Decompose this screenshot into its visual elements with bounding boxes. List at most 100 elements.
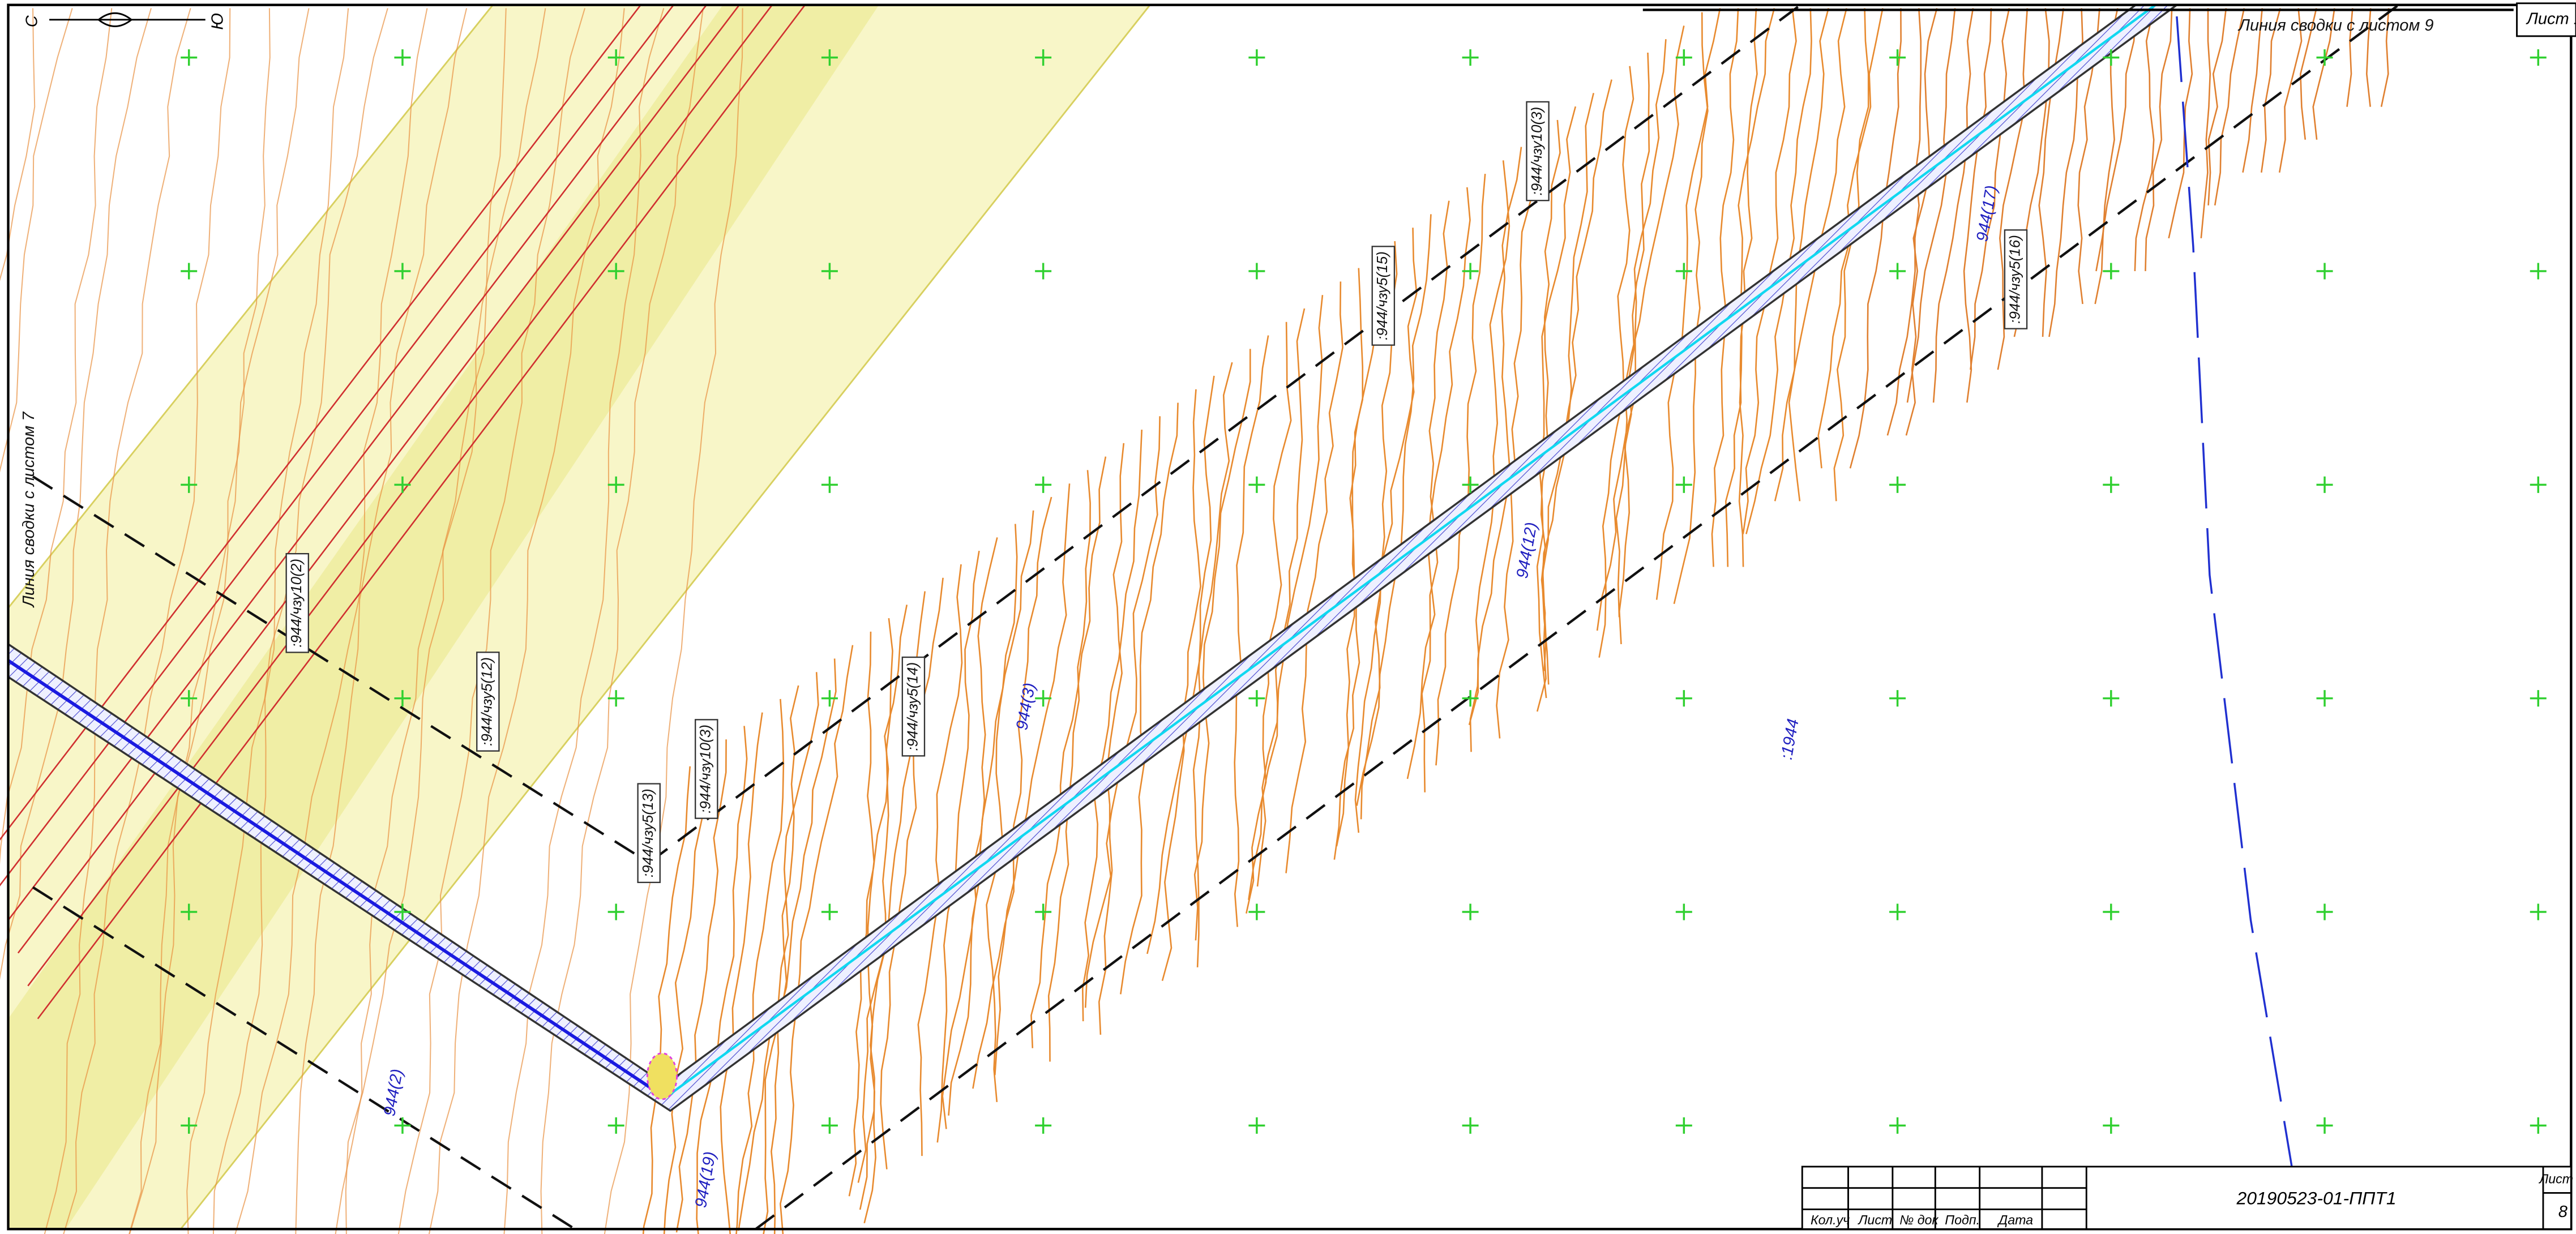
grid-cross: [821, 49, 838, 66]
contour: [720, 712, 763, 1234]
grid-cross: [2316, 690, 2333, 707]
parcel-label: :944/чзу10(3): [697, 725, 714, 813]
contour: [1246, 322, 1292, 914]
pipeline-axis: [664, 3, 2156, 1099]
grid-cross: [1248, 903, 1265, 920]
grid-cross: [181, 690, 198, 707]
grid-cross: [394, 690, 411, 707]
contour: [212, 8, 349, 1234]
contour: [936, 550, 980, 1143]
parcel-label-group: :944/чзу5(12): [476, 652, 500, 752]
contour: [1146, 362, 1233, 954]
column-header: Дата: [1997, 1212, 2033, 1227]
contour: [994, 483, 1071, 1076]
contour: [1192, 375, 1215, 967]
contour: [1360, 228, 1418, 820]
column-header: Кол.уч: [1811, 1212, 1850, 1227]
grid-cross: [394, 49, 411, 66]
match-line-label-group: Линия сводки с листом 7: [20, 411, 38, 608]
contour: [1098, 443, 1125, 1035]
contour: [735, 699, 785, 1234]
contour: [1234, 335, 1269, 927]
contour: [1655, 8, 1721, 600]
boundary-line: [648, 0, 1808, 864]
contour: [0, 8, 113, 865]
contour: [1963, 8, 1992, 403]
grid-cross: [1462, 903, 1479, 920]
contour: [675, 739, 727, 1233]
parcel-label-box: [695, 719, 718, 819]
grid-cross: [2316, 476, 2333, 493]
parcel-label-box: [285, 553, 309, 653]
grid-cross: [1035, 263, 1052, 280]
contour: [2145, 8, 2173, 271]
contour: [1256, 295, 1324, 887]
contour: [2366, 8, 2372, 107]
title-block-frame: [1801, 1166, 2572, 1230]
contour: [972, 496, 1052, 1089]
contour: [1081, 430, 1143, 1022]
parcel-label: :944/чзу5(13): [639, 789, 656, 877]
parcel-label-group: :944/чзу5(15): [1371, 246, 1396, 346]
grid-cross: [2103, 690, 2120, 707]
match-line-label-group: Линия сводки с листом 9: [2237, 16, 2433, 35]
contour: [1336, 254, 1380, 847]
sheet-top: Лист 1: [2526, 10, 2576, 28]
grid-cross: [181, 903, 198, 920]
grid-cross: [1248, 690, 1265, 707]
parcel-label-group: :944/чзу5(13): [637, 783, 661, 884]
grid-cross: [1889, 1117, 1906, 1134]
contour: [2200, 8, 2211, 239]
grid-cross: [1675, 476, 1692, 493]
contour: [863, 631, 876, 1224]
parcel-label: :944/чзу5(16): [2006, 235, 2023, 324]
grid-cross: [2530, 476, 2547, 493]
contour: [986, 510, 1034, 1103]
grid-cross: [2316, 263, 2333, 280]
parcel-label: :944/чзу10(2): [288, 559, 305, 648]
contour: [1673, 12, 1709, 605]
grid-cross: [607, 903, 624, 920]
boundary-line: [32, 475, 650, 864]
contour: [917, 564, 963, 1156]
utility-line: [37, 4, 806, 1019]
contour: [604, 8, 743, 1234]
contour: [1596, 39, 1667, 631]
pipeline-axis: [7, 659, 666, 1099]
contour: [771, 658, 837, 1234]
grid-cross: [181, 1117, 198, 1134]
grid-cross: [1889, 49, 1906, 66]
parcel-label: :944/чзу5(15): [1373, 251, 1390, 340]
contour: [1618, 52, 1650, 644]
grid-cross: [821, 263, 838, 280]
contour: [1542, 93, 1595, 685]
contour: [503, 8, 665, 1234]
contour: [1248, 308, 1306, 901]
parcel-label: :944/чзу5(14): [904, 662, 921, 751]
grid-cross: [1889, 690, 1906, 707]
contour: [663, 752, 709, 1234]
contour: [2380, 8, 2390, 107]
column-header: Подп.: [1945, 1212, 1980, 1227]
grid-cross: [1675, 49, 1692, 66]
grid-cross: [821, 476, 838, 493]
match-line-label: Линия сводки с листом 9: [2237, 16, 2433, 35]
grid-cross: [607, 1117, 624, 1134]
grid-cross: [607, 476, 624, 493]
grid-cross: [2316, 1117, 2333, 1134]
title-block: 20190523-01-ППТ1 Лист 8 Кол.уч Лист № док П…: [1801, 1166, 2573, 1230]
grid-cross: [1248, 1117, 1265, 1134]
boundary-lines: [32, 0, 2399, 1231]
sheet-box: [2516, 2, 2576, 37]
contour: [1970, 8, 2010, 370]
grid-cross: [2103, 903, 2120, 920]
grid-cross: [394, 1117, 411, 1134]
grid-cross: [1462, 49, 1479, 66]
compass-north: С: [23, 15, 41, 27]
column-header: № док: [1899, 1212, 1939, 1227]
parcel-label: :944/чзу5(12): [478, 657, 495, 746]
contour: [234, 8, 428, 1234]
grid-cross: [1035, 690, 1052, 707]
grid-cross: [394, 476, 411, 493]
grid-cross: [1889, 263, 1906, 280]
